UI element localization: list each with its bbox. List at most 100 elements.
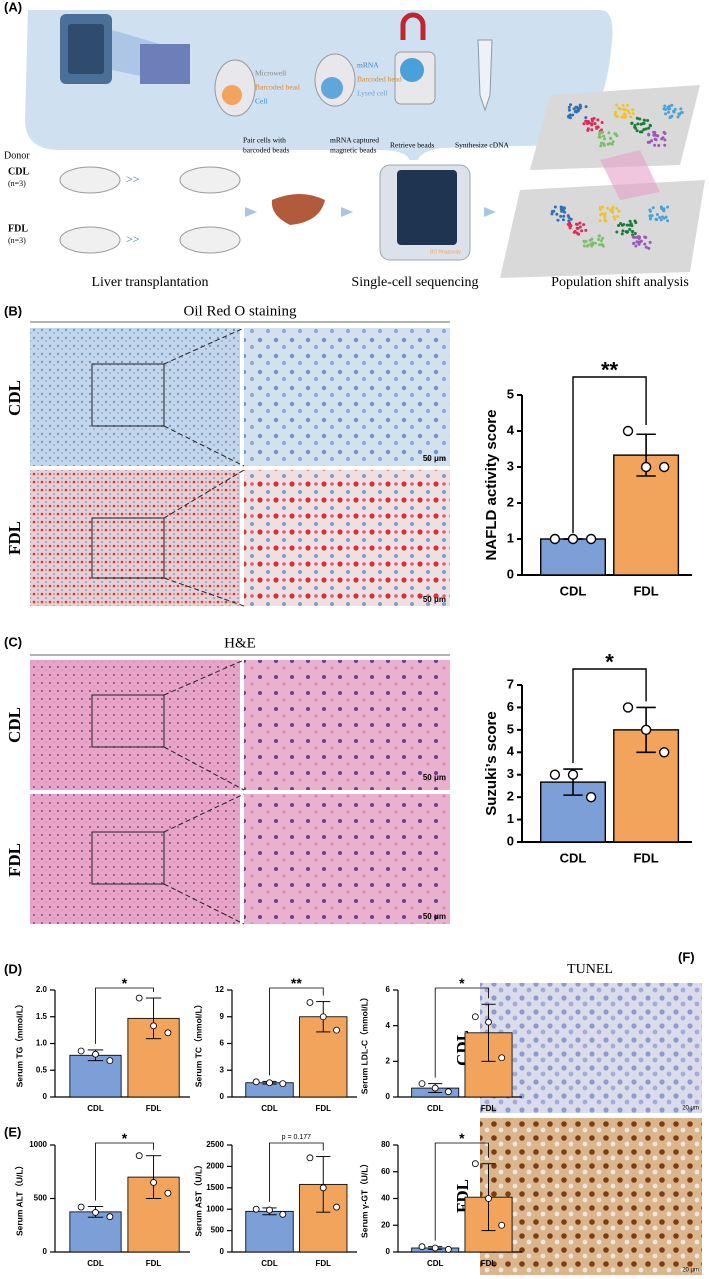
y-tick-label: 1.5 xyxy=(36,1012,48,1021)
tsne-dot xyxy=(569,217,573,221)
chart: 0 20 40 60 80 Serum γ-GT（U/L） CDL FDL * xyxy=(359,1130,522,1268)
tsne-dot xyxy=(563,210,567,214)
y-tick-label: 1000 xyxy=(206,1204,224,1213)
x-tick-label: CDL xyxy=(261,1259,278,1268)
data-point xyxy=(658,747,670,758)
tsne-dot xyxy=(603,212,607,216)
data-point xyxy=(640,724,652,736)
tsne-dot xyxy=(603,137,607,141)
tsne-dot xyxy=(638,117,642,121)
scale-bar-label: 50 μm xyxy=(423,454,446,463)
tsne-dot xyxy=(553,205,557,209)
x-tick-label: FDL xyxy=(481,1104,497,1113)
micrograph xyxy=(244,794,450,924)
data-point xyxy=(306,1154,314,1162)
tsne-dot xyxy=(652,133,656,137)
tsne-dot xyxy=(590,128,594,132)
tsne-dot xyxy=(598,135,602,139)
tsne-dot xyxy=(568,221,572,225)
tsne-dot xyxy=(556,218,560,222)
tsne-dot xyxy=(680,111,684,115)
y-tick-label: 60 xyxy=(381,1167,390,1176)
tsne-dot xyxy=(649,216,653,220)
data-point xyxy=(319,1013,327,1021)
tsne-dot xyxy=(600,130,604,134)
tsne-dot xyxy=(559,205,563,209)
tsne-dot xyxy=(672,109,676,113)
tsne-dot xyxy=(617,209,621,213)
y-tick-label: 1 xyxy=(507,811,514,826)
panel-label: (F) xyxy=(678,949,695,964)
y-tick-label: 500 xyxy=(34,1194,48,1203)
tsne-dot xyxy=(595,126,599,130)
significance-label: ** xyxy=(601,357,619,382)
micrograph xyxy=(30,328,240,466)
y-tick-label: 2.0 xyxy=(36,985,48,994)
y-tick-label: 3 xyxy=(507,458,514,473)
x-tick-label: FDL xyxy=(481,1259,497,1268)
y-tick-label: 0 xyxy=(386,1247,391,1256)
tsne-dot xyxy=(600,121,604,125)
row-label: CDL xyxy=(5,380,24,416)
tsne-dot xyxy=(631,229,635,233)
scale-bar-label: 50 μm xyxy=(423,595,446,604)
data-point xyxy=(418,1243,426,1251)
tsne-dot xyxy=(622,116,626,120)
tsne-plane xyxy=(530,85,700,170)
caption: Single-cell sequencing xyxy=(351,275,478,290)
y-axis-label: Suzuki’s score xyxy=(483,711,500,816)
tsne-dot xyxy=(659,205,663,209)
x-tick-label: CDL xyxy=(560,583,587,598)
tsne-dot xyxy=(588,238,592,242)
x-tick-label: FDL xyxy=(633,850,658,865)
data-point xyxy=(266,1206,273,1214)
tsne-dot xyxy=(584,239,588,243)
y-tick-label: 5 xyxy=(507,386,514,401)
tsne-dot xyxy=(575,226,579,230)
tsne-dot xyxy=(606,206,610,210)
x-tick-label: CDL xyxy=(87,1104,104,1113)
tsne-dot xyxy=(635,240,639,244)
magnet xyxy=(400,12,426,40)
y-tick-label: 1500 xyxy=(206,1183,224,1192)
group-name: FDL xyxy=(8,223,28,234)
tsne-dot xyxy=(647,246,651,250)
tsne-dot xyxy=(655,218,659,222)
y-tick-label: 0.5 xyxy=(36,1065,48,1074)
x-tick-label: FDL xyxy=(146,1104,162,1113)
y-tick-label: 6 xyxy=(386,985,391,994)
y-tick-label: 3 xyxy=(507,766,514,781)
tsne-dot xyxy=(597,234,601,238)
tsne-dot xyxy=(668,116,672,120)
step-text: Synthesize cDNA xyxy=(455,141,510,150)
data-point xyxy=(266,1079,273,1087)
liver xyxy=(271,194,325,225)
data-point xyxy=(471,1013,479,1021)
micrograph xyxy=(30,470,240,606)
scale-bar-label: 50 μm xyxy=(423,912,446,921)
tsne-dot xyxy=(573,229,577,233)
tsne-dot xyxy=(568,226,572,230)
tsne-dot xyxy=(615,115,619,119)
tsne-dot xyxy=(670,103,674,107)
legend-text: Cell xyxy=(255,97,268,106)
tsne-dot xyxy=(641,122,645,126)
data-point xyxy=(549,533,561,545)
significance-bracket xyxy=(572,668,647,764)
tsne-dot xyxy=(679,107,683,111)
tsne-dot xyxy=(603,215,607,219)
tsne-dot xyxy=(661,207,665,211)
tsne-dot xyxy=(657,144,661,148)
tsne-dot xyxy=(599,239,603,243)
tsne-dot xyxy=(584,105,588,109)
tsne-dot xyxy=(666,205,670,209)
step-text: mRNA captured xyxy=(330,136,379,145)
scale-bars: 50 μm 50 μm 50 μm 50 μm 20 μm 20 μm xyxy=(423,454,699,1273)
tsne-dot xyxy=(647,126,651,130)
tsne-dot xyxy=(648,209,652,213)
tsne-dot xyxy=(585,122,589,126)
y-tick-label: 0 xyxy=(220,1092,225,1101)
micrograph xyxy=(480,983,702,1113)
micrograph xyxy=(244,328,450,466)
tsne-dot xyxy=(678,112,682,116)
